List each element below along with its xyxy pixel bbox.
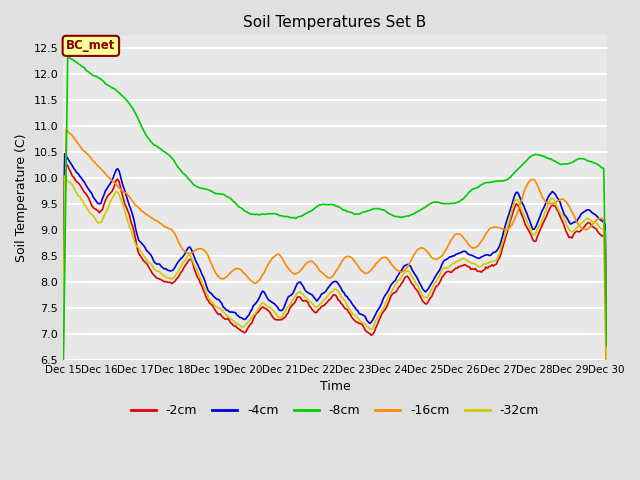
Title: Soil Temperatures Set B: Soil Temperatures Set B — [243, 15, 427, 30]
Y-axis label: Soil Temperature (C): Soil Temperature (C) — [15, 133, 28, 262]
Text: BC_met: BC_met — [66, 39, 116, 52]
Legend: -2cm, -4cm, -8cm, -16cm, -32cm: -2cm, -4cm, -8cm, -16cm, -32cm — [126, 399, 544, 422]
X-axis label: Time: Time — [319, 381, 350, 394]
